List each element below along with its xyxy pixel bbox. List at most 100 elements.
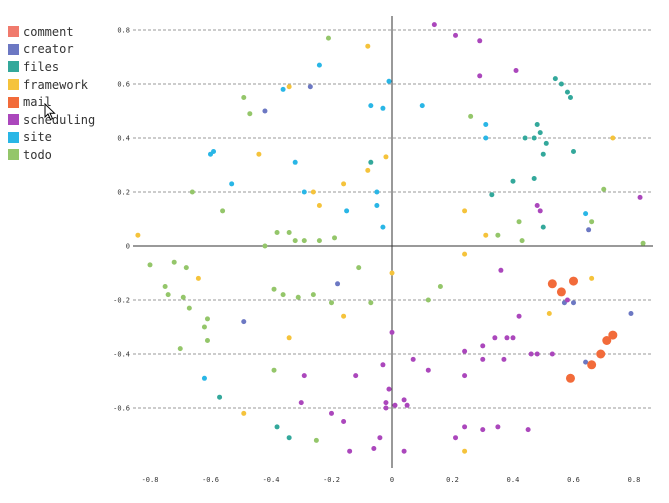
data-point-scheduling[interactable] — [510, 335, 516, 341]
data-point-todo[interactable] — [325, 35, 331, 41]
data-point-todo[interactable] — [425, 297, 431, 303]
data-point-todo[interactable] — [316, 238, 322, 244]
data-point-scheduling[interactable] — [386, 386, 392, 392]
data-point-creator[interactable] — [241, 319, 247, 325]
data-point-scheduling[interactable] — [537, 208, 543, 214]
data-point-site[interactable] — [583, 211, 589, 217]
data-point-todo[interactable] — [368, 300, 374, 306]
data-point-site[interactable] — [380, 224, 386, 230]
data-point-todo[interactable] — [271, 367, 277, 373]
data-point-files[interactable] — [543, 140, 549, 146]
data-point-scheduling[interactable] — [353, 373, 359, 379]
data-point-todo[interactable] — [332, 235, 338, 241]
data-point-files[interactable] — [552, 76, 558, 82]
data-point-scheduling[interactable] — [371, 446, 377, 451]
data-point-scheduling[interactable] — [534, 203, 540, 208]
data-point-mail[interactable] — [556, 287, 566, 297]
data-point-framework[interactable] — [241, 410, 247, 416]
data-point-files[interactable] — [217, 394, 223, 400]
data-point-todo[interactable] — [201, 324, 207, 330]
data-point-todo[interactable] — [292, 238, 298, 244]
data-point-files[interactable] — [540, 224, 546, 230]
legend-item-files[interactable]: files — [8, 58, 95, 76]
data-point-scheduling[interactable] — [389, 329, 395, 335]
data-point-todo[interactable] — [183, 265, 189, 271]
data-point-scheduling[interactable] — [495, 424, 501, 430]
data-point-framework[interactable] — [365, 167, 371, 173]
data-point-files[interactable] — [537, 130, 543, 136]
data-point-mail[interactable] — [565, 373, 575, 383]
data-point-creator[interactable] — [628, 311, 634, 316]
data-point-scheduling[interactable] — [637, 194, 643, 200]
data-point-creator[interactable] — [583, 359, 589, 365]
data-point-scheduling[interactable] — [383, 405, 389, 411]
data-point-todo[interactable] — [274, 230, 280, 235]
data-point-framework[interactable] — [383, 154, 389, 160]
data-point-scheduling[interactable] — [549, 351, 555, 357]
data-point-creator[interactable] — [262, 108, 268, 114]
legend-item-scheduling[interactable]: scheduling — [8, 111, 95, 129]
data-point-files[interactable] — [564, 89, 570, 95]
data-point-todo[interactable] — [640, 240, 646, 246]
data-point-mail[interactable] — [547, 279, 557, 289]
data-point-scheduling[interactable] — [410, 356, 416, 362]
data-point-site[interactable] — [374, 203, 380, 208]
data-point-framework[interactable] — [546, 311, 552, 316]
data-point-framework[interactable] — [462, 251, 468, 257]
data-point-site[interactable] — [280, 86, 286, 92]
data-point-todo[interactable] — [186, 305, 192, 311]
data-point-scheduling[interactable] — [525, 427, 531, 433]
data-point-scheduling[interactable] — [516, 313, 522, 319]
data-point-site[interactable] — [229, 181, 235, 187]
data-point-site[interactable] — [344, 208, 350, 214]
data-point-files[interactable] — [286, 435, 292, 441]
data-point-todo[interactable] — [495, 232, 501, 238]
data-point-files[interactable] — [274, 424, 280, 430]
data-point-framework[interactable] — [286, 84, 292, 90]
data-point-framework[interactable] — [483, 232, 489, 238]
data-point-todo[interactable] — [601, 186, 607, 192]
data-point-files[interactable] — [571, 149, 576, 154]
data-point-scheduling[interactable] — [534, 351, 540, 357]
data-point-todo[interactable] — [516, 219, 522, 225]
data-point-todo[interactable] — [329, 300, 334, 306]
data-point-files[interactable] — [510, 178, 516, 184]
data-point-todo[interactable] — [468, 113, 474, 119]
data-point-scheduling[interactable] — [401, 448, 407, 454]
data-point-framework[interactable] — [610, 135, 616, 141]
data-point-scheduling[interactable] — [329, 410, 334, 416]
data-point-scheduling[interactable] — [401, 397, 407, 403]
data-point-creator[interactable] — [586, 227, 592, 233]
data-point-files[interactable] — [540, 151, 546, 157]
data-point-todo[interactable] — [177, 346, 183, 352]
data-point-todo[interactable] — [189, 189, 195, 195]
data-point-files[interactable] — [534, 122, 540, 127]
data-point-mail[interactable] — [596, 349, 606, 359]
data-point-creator[interactable] — [571, 300, 576, 306]
legend-item-framework[interactable]: framework — [8, 76, 95, 94]
data-point-framework[interactable] — [286, 335, 292, 341]
data-point-site[interactable] — [368, 103, 374, 109]
legend-item-site[interactable]: site — [8, 129, 95, 147]
data-point-framework[interactable] — [389, 270, 395, 276]
data-point-site[interactable] — [292, 159, 298, 165]
legend-item-creator[interactable]: creator — [8, 41, 95, 59]
data-point-todo[interactable] — [519, 238, 525, 244]
data-point-scheduling[interactable] — [383, 400, 389, 406]
data-point-scheduling[interactable] — [492, 335, 498, 341]
data-point-scheduling[interactable] — [480, 427, 486, 433]
data-point-site[interactable] — [483, 135, 489, 141]
data-point-todo[interactable] — [437, 284, 443, 289]
data-point-framework[interactable] — [195, 275, 201, 281]
data-point-site[interactable] — [374, 189, 380, 195]
data-point-mail[interactable] — [602, 336, 612, 345]
data-point-todo[interactable] — [301, 238, 307, 244]
data-point-scheduling[interactable] — [477, 73, 483, 79]
data-point-site[interactable] — [301, 189, 307, 195]
data-point-framework[interactable] — [341, 181, 347, 187]
data-point-todo[interactable] — [280, 292, 286, 298]
data-point-scheduling[interactable] — [404, 402, 410, 408]
data-point-framework[interactable] — [462, 448, 468, 454]
data-point-scheduling[interactable] — [341, 419, 347, 424]
data-point-todo[interactable] — [180, 294, 186, 300]
